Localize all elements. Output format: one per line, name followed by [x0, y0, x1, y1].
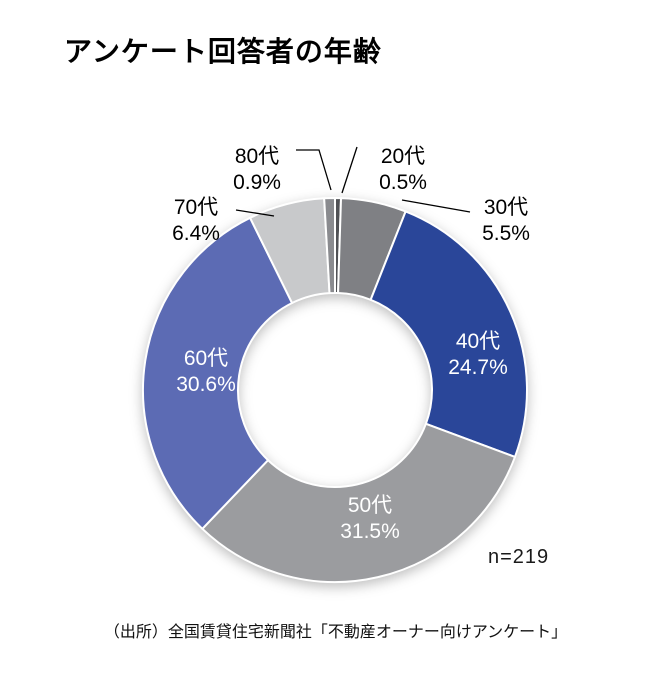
pie-slice-80代 — [323, 197, 336, 295]
label-leader-line — [296, 149, 332, 191]
slice-label: 50代 31.5% — [340, 494, 400, 543]
pie-slice-40代 — [369, 210, 529, 458]
slice-label: 40代 24.7% — [448, 330, 508, 379]
source-caption: （出所）全国賃貸住宅新聞社「不動産オーナー向けアンケート」 — [103, 624, 568, 641]
slice-label: 80代 0.9% — [233, 145, 281, 194]
chart-title: アンケート回答者の年齢 — [64, 36, 382, 67]
pie-slice-50代 — [201, 422, 516, 583]
label-leader-line — [401, 199, 471, 213]
slice-label: 60代 30.6% — [176, 347, 236, 396]
label-leader-line — [341, 146, 358, 194]
label-leader-line — [235, 209, 275, 217]
slice-label: 30代 5.5% — [482, 196, 530, 245]
pie-slice-60代 — [142, 216, 294, 530]
slice-label: 20代 0.5% — [379, 145, 427, 194]
donut-slices-group — [142, 196, 529, 583]
sample-size-label: n=219 — [488, 546, 550, 568]
slice-label: 70代 6.4% — [172, 196, 220, 245]
